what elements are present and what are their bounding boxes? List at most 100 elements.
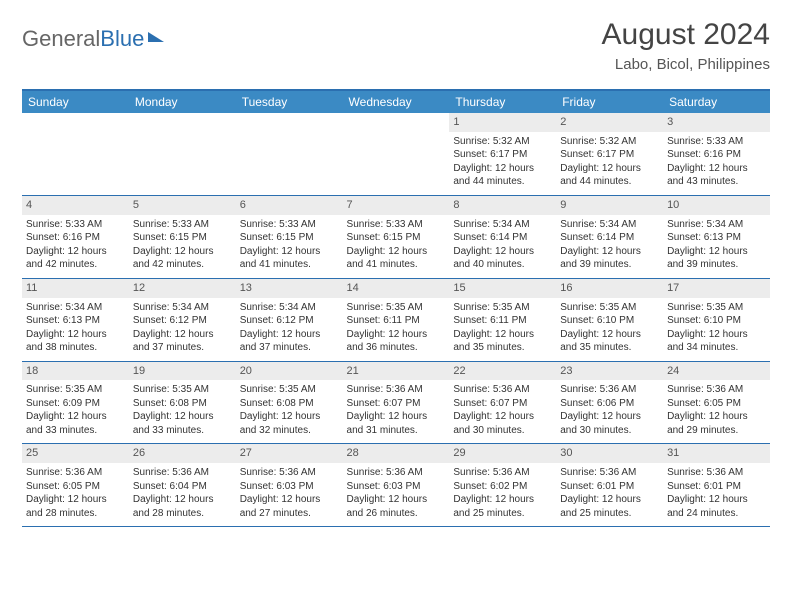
sunset-line: Sunset: 6:09 PM — [26, 397, 125, 411]
sunrise-line: Sunrise: 5:36 AM — [133, 466, 232, 480]
sunset-line: Sunset: 6:11 PM — [347, 314, 446, 328]
day-details: Sunrise: 5:34 AMSunset: 6:14 PMDaylight:… — [449, 215, 556, 278]
calendar-day-cell: 2Sunrise: 5:32 AMSunset: 6:17 PMDaylight… — [556, 113, 663, 195]
sunrise-line: Sunrise: 5:34 AM — [133, 301, 232, 315]
daylight-line: Daylight: 12 hours and 28 minutes. — [26, 493, 125, 520]
daylight-line: Daylight: 12 hours and 35 minutes. — [453, 328, 552, 355]
day-details: Sunrise: 5:36 AMSunset: 6:01 PMDaylight:… — [556, 463, 663, 526]
sunset-line: Sunset: 6:10 PM — [560, 314, 659, 328]
daylight-line: Daylight: 12 hours and 39 minutes. — [560, 245, 659, 272]
sunset-line: Sunset: 6:03 PM — [347, 480, 446, 494]
day-number: 24 — [663, 362, 770, 381]
day-details: Sunrise: 5:35 AMSunset: 6:08 PMDaylight:… — [236, 380, 343, 443]
day-details: Sunrise: 5:35 AMSunset: 6:10 PMDaylight:… — [663, 298, 770, 361]
calendar-day-cell: 21Sunrise: 5:36 AMSunset: 6:07 PMDayligh… — [343, 361, 450, 444]
day-number: 21 — [343, 362, 450, 381]
day-number: 13 — [236, 279, 343, 298]
day-details: Sunrise: 5:36 AMSunset: 6:05 PMDaylight:… — [663, 380, 770, 443]
sunset-line: Sunset: 6:15 PM — [240, 231, 339, 245]
sunrise-line: Sunrise: 5:36 AM — [667, 383, 766, 397]
daylight-line: Daylight: 12 hours and 36 minutes. — [347, 328, 446, 355]
sunset-line: Sunset: 6:05 PM — [26, 480, 125, 494]
calendar-day-cell: 29Sunrise: 5:36 AMSunset: 6:02 PMDayligh… — [449, 444, 556, 527]
day-number: 10 — [663, 196, 770, 215]
sunrise-line: Sunrise: 5:33 AM — [26, 218, 125, 232]
page-header: GeneralBlue August 2024 Labo, Bicol, Phi… — [22, 18, 770, 73]
daylight-line: Daylight: 12 hours and 32 minutes. — [240, 410, 339, 437]
sunset-line: Sunset: 6:14 PM — [453, 231, 552, 245]
sunset-line: Sunset: 6:08 PM — [240, 397, 339, 411]
day-number: 23 — [556, 362, 663, 381]
sunset-line: Sunset: 6:08 PM — [133, 397, 232, 411]
day-details: Sunrise: 5:32 AMSunset: 6:17 PMDaylight:… — [449, 132, 556, 195]
brand-logo: GeneralBlue — [22, 18, 164, 52]
day-details: Sunrise: 5:33 AMSunset: 6:15 PMDaylight:… — [129, 215, 236, 278]
sunrise-line: Sunrise: 5:34 AM — [560, 218, 659, 232]
day-number: 2 — [556, 113, 663, 132]
day-details: Sunrise: 5:33 AMSunset: 6:16 PMDaylight:… — [663, 132, 770, 195]
sunset-line: Sunset: 6:12 PM — [240, 314, 339, 328]
day-number: 6 — [236, 196, 343, 215]
calendar-week-row: 25Sunrise: 5:36 AMSunset: 6:05 PMDayligh… — [22, 444, 770, 527]
daylight-line: Daylight: 12 hours and 44 minutes. — [560, 162, 659, 189]
day-details: Sunrise: 5:36 AMSunset: 6:04 PMDaylight:… — [129, 463, 236, 526]
sunset-line: Sunset: 6:07 PM — [347, 397, 446, 411]
calendar-day-cell: 12Sunrise: 5:34 AMSunset: 6:12 PMDayligh… — [129, 278, 236, 361]
calendar-day-cell: 20Sunrise: 5:35 AMSunset: 6:08 PMDayligh… — [236, 361, 343, 444]
sunrise-line: Sunrise: 5:36 AM — [240, 466, 339, 480]
daylight-line: Daylight: 12 hours and 28 minutes. — [133, 493, 232, 520]
sunset-line: Sunset: 6:12 PM — [133, 314, 232, 328]
daylight-line: Daylight: 12 hours and 30 minutes. — [560, 410, 659, 437]
brand-part1: General — [22, 26, 100, 52]
daylight-line: Daylight: 12 hours and 30 minutes. — [453, 410, 552, 437]
daylight-line: Daylight: 12 hours and 33 minutes. — [133, 410, 232, 437]
day-details: Sunrise: 5:34 AMSunset: 6:12 PMDaylight:… — [129, 298, 236, 361]
calendar-day-cell: 7Sunrise: 5:33 AMSunset: 6:15 PMDaylight… — [343, 195, 450, 278]
day-number: 17 — [663, 279, 770, 298]
daylight-line: Daylight: 12 hours and 44 minutes. — [453, 162, 552, 189]
daylight-line: Daylight: 12 hours and 29 minutes. — [667, 410, 766, 437]
calendar-day-cell: 8Sunrise: 5:34 AMSunset: 6:14 PMDaylight… — [449, 195, 556, 278]
sunset-line: Sunset: 6:04 PM — [133, 480, 232, 494]
daylight-line: Daylight: 12 hours and 31 minutes. — [347, 410, 446, 437]
sunset-line: Sunset: 6:06 PM — [560, 397, 659, 411]
sunrise-line: Sunrise: 5:34 AM — [26, 301, 125, 315]
daylight-line: Daylight: 12 hours and 41 minutes. — [240, 245, 339, 272]
calendar-day-cell: 3Sunrise: 5:33 AMSunset: 6:16 PMDaylight… — [663, 113, 770, 195]
day-number: 28 — [343, 444, 450, 463]
sunrise-line: Sunrise: 5:36 AM — [26, 466, 125, 480]
day-details: Sunrise: 5:34 AMSunset: 6:12 PMDaylight:… — [236, 298, 343, 361]
day-number: 16 — [556, 279, 663, 298]
daylight-line: Daylight: 12 hours and 25 minutes. — [453, 493, 552, 520]
day-number: 31 — [663, 444, 770, 463]
daylight-line: Daylight: 12 hours and 40 minutes. — [453, 245, 552, 272]
calendar-week-row: 1Sunrise: 5:32 AMSunset: 6:17 PMDaylight… — [22, 113, 770, 195]
day-details: Sunrise: 5:35 AMSunset: 6:11 PMDaylight:… — [343, 298, 450, 361]
daylight-line: Daylight: 12 hours and 42 minutes. — [133, 245, 232, 272]
month-title: August 2024 — [602, 18, 770, 52]
daylight-line: Daylight: 12 hours and 27 minutes. — [240, 493, 339, 520]
day-number: 22 — [449, 362, 556, 381]
sunrise-line: Sunrise: 5:32 AM — [453, 135, 552, 149]
day-details: Sunrise: 5:36 AMSunset: 6:03 PMDaylight:… — [343, 463, 450, 526]
sunset-line: Sunset: 6:02 PM — [453, 480, 552, 494]
weekday-header: Sunday — [22, 90, 129, 113]
daylight-line: Daylight: 12 hours and 43 minutes. — [667, 162, 766, 189]
daylight-line: Daylight: 12 hours and 34 minutes. — [667, 328, 766, 355]
calendar-day-cell — [22, 113, 129, 195]
day-details: Sunrise: 5:36 AMSunset: 6:02 PMDaylight:… — [449, 463, 556, 526]
sunset-line: Sunset: 6:13 PM — [667, 231, 766, 245]
calendar-week-row: 18Sunrise: 5:35 AMSunset: 6:09 PMDayligh… — [22, 361, 770, 444]
sunrise-line: Sunrise: 5:33 AM — [133, 218, 232, 232]
sunrise-line: Sunrise: 5:33 AM — [240, 218, 339, 232]
daylight-line: Daylight: 12 hours and 37 minutes. — [240, 328, 339, 355]
day-details: Sunrise: 5:36 AMSunset: 6:06 PMDaylight:… — [556, 380, 663, 443]
daylight-line: Daylight: 12 hours and 26 minutes. — [347, 493, 446, 520]
sunset-line: Sunset: 6:17 PM — [560, 148, 659, 162]
calendar-day-cell: 22Sunrise: 5:36 AMSunset: 6:07 PMDayligh… — [449, 361, 556, 444]
sunrise-line: Sunrise: 5:36 AM — [453, 383, 552, 397]
brand-part2: Blue — [100, 26, 144, 52]
calendar-day-cell: 5Sunrise: 5:33 AMSunset: 6:15 PMDaylight… — [129, 195, 236, 278]
calendar-day-cell: 28Sunrise: 5:36 AMSunset: 6:03 PMDayligh… — [343, 444, 450, 527]
sunrise-line: Sunrise: 5:33 AM — [667, 135, 766, 149]
